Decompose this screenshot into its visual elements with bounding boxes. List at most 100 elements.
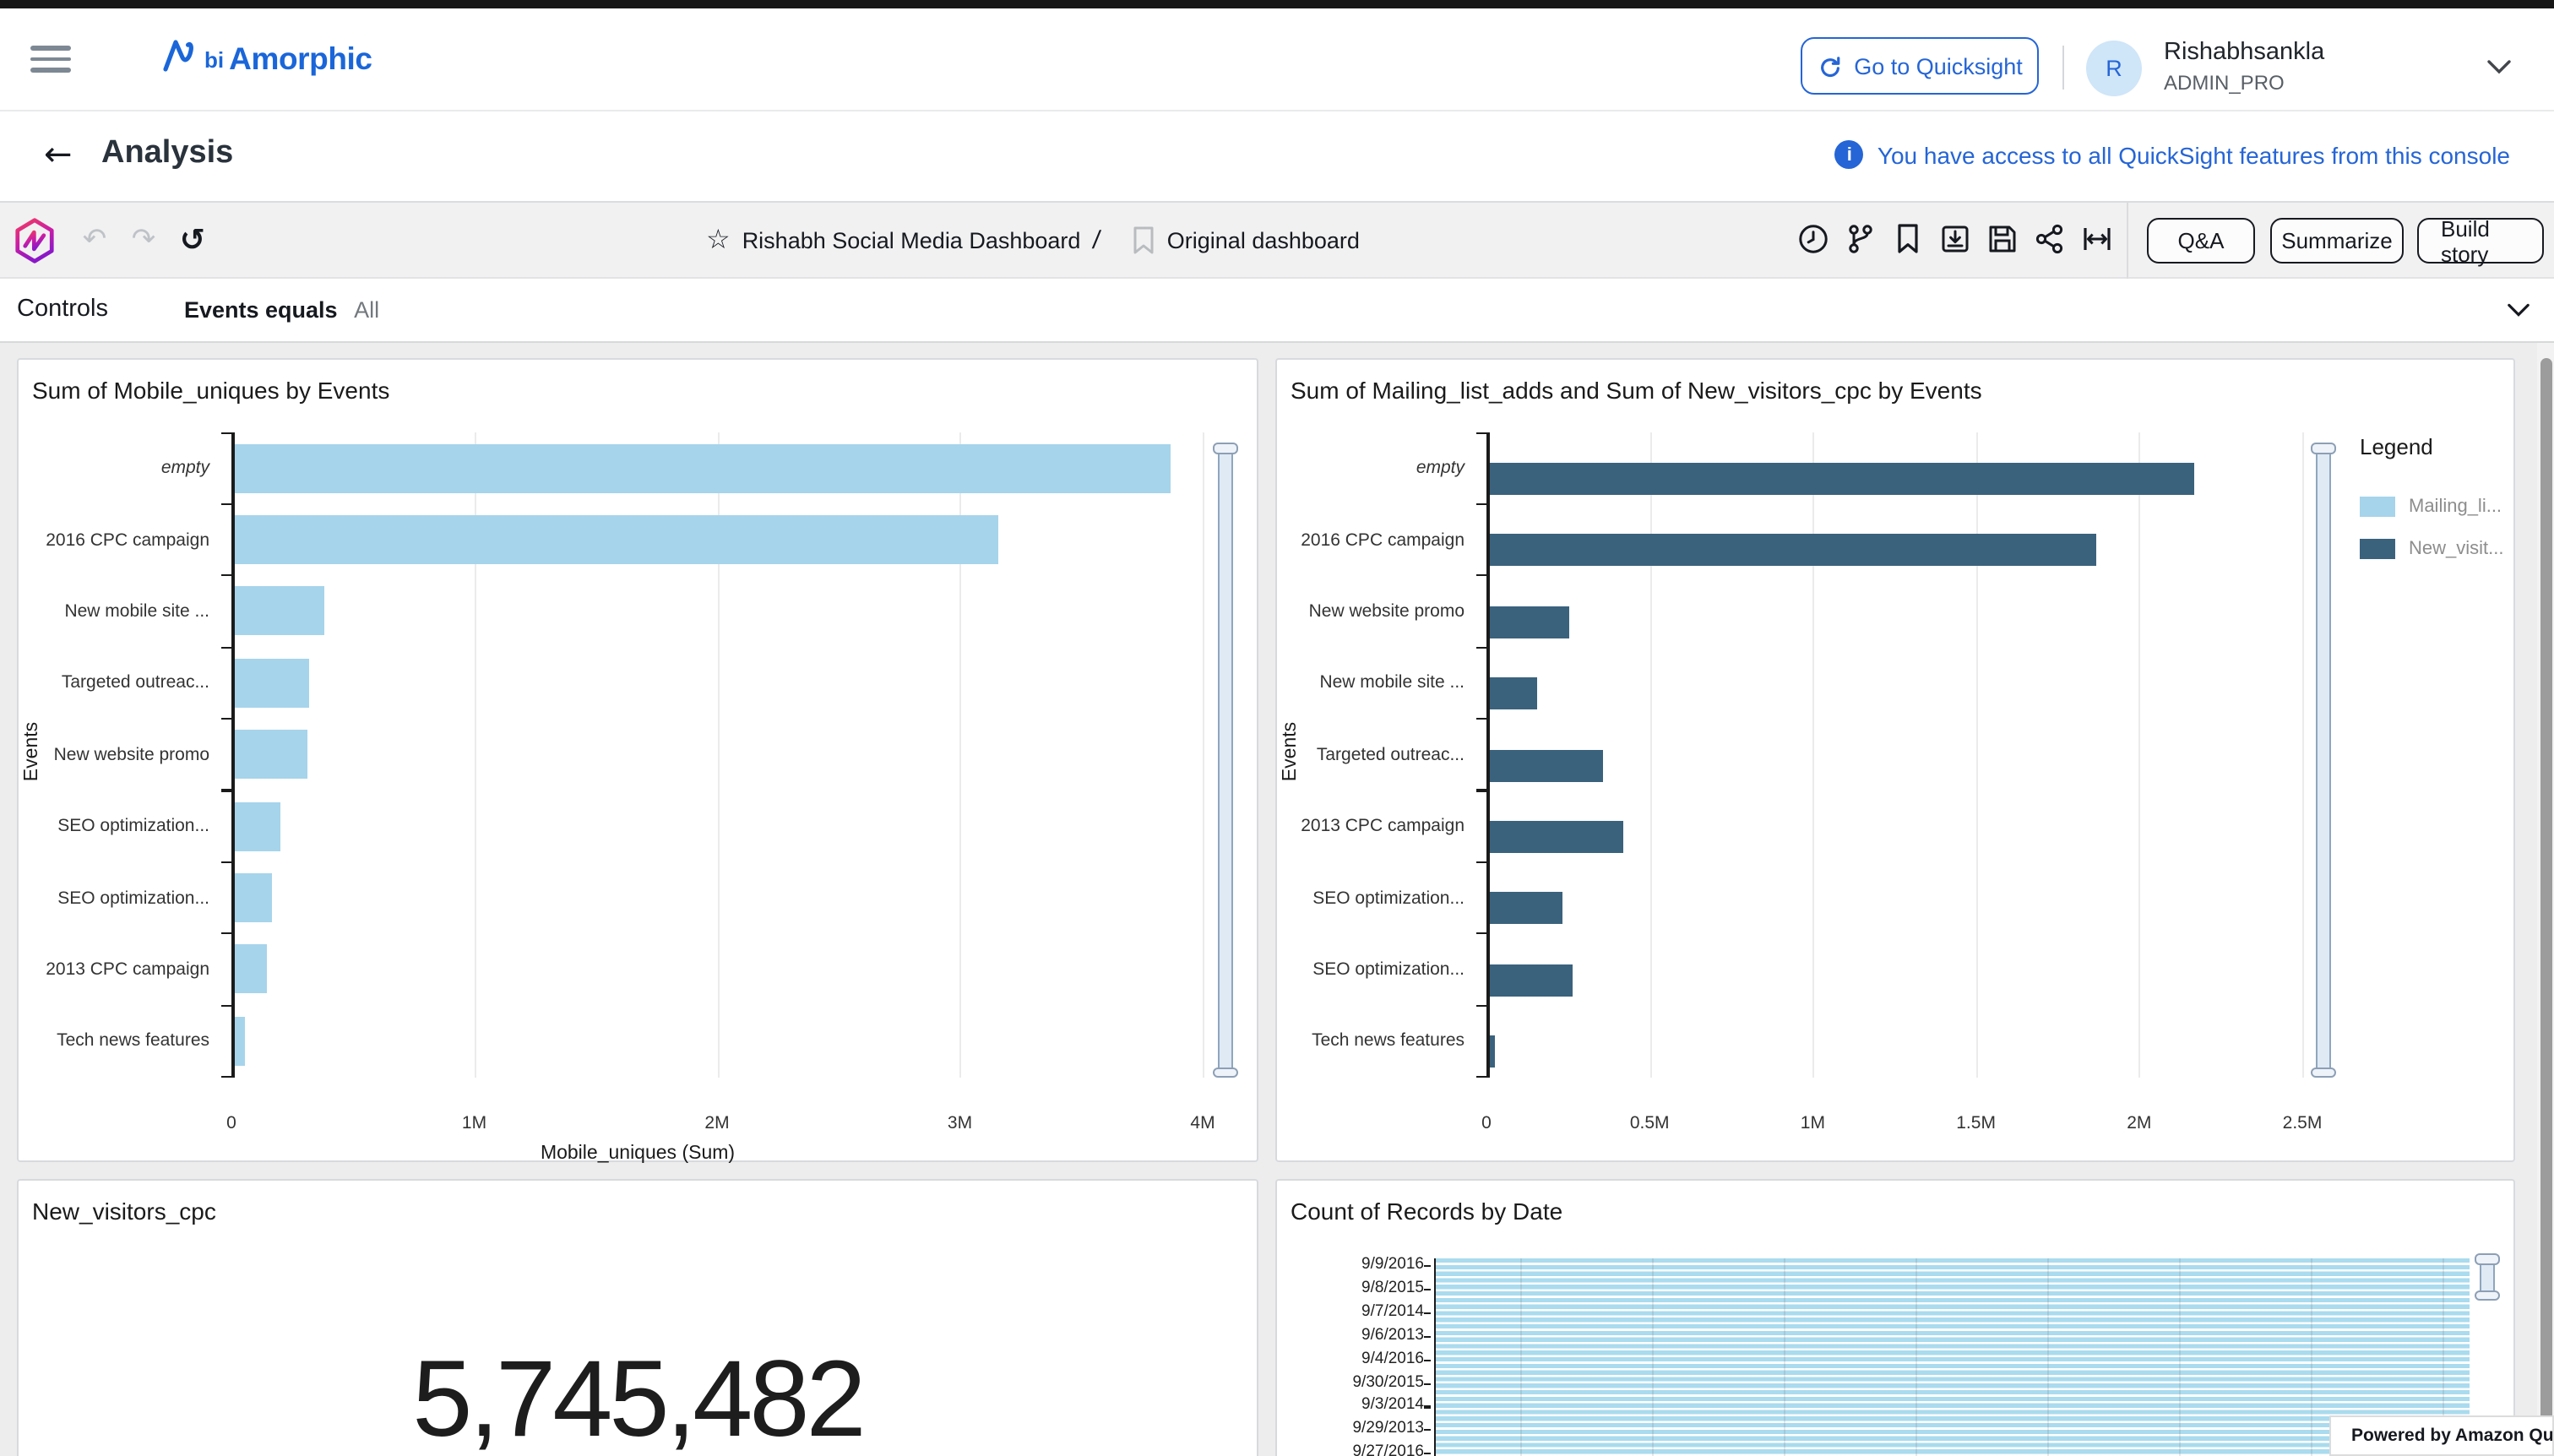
visual-title: Sum of Mailing_list_adds and Sum of New_… bbox=[1291, 377, 1982, 404]
bar[interactable] bbox=[234, 1016, 245, 1066]
x-tick-label: 0 bbox=[1481, 1113, 1492, 1133]
category-label: New mobile site ... bbox=[1319, 672, 1464, 693]
category-label: SEO optimization... bbox=[1312, 888, 1464, 908]
history-icon[interactable] bbox=[1797, 223, 1829, 255]
controls-label: Controls bbox=[17, 296, 108, 323]
build-story-button[interactable]: Build story bbox=[2417, 215, 2544, 266]
date-tick-label: 9/3/2014 bbox=[1361, 1395, 1424, 1415]
powered-by-text: Powered by Amazon Quick bbox=[2351, 1426, 2554, 1446]
chart-legend: Legend Mailing_li... New_visit... bbox=[2360, 434, 2515, 559]
bar-zone bbox=[231, 647, 1215, 719]
y-axis-line bbox=[1486, 432, 1489, 1078]
bar-row: SEO optimization... bbox=[1277, 861, 2331, 934]
undo-icon[interactable]: ↶ bbox=[82, 223, 107, 257]
date-tick-label: 9/6/2013 bbox=[1361, 1325, 1424, 1345]
fit-width-icon[interactable] bbox=[2081, 223, 2113, 255]
gridline bbox=[2138, 432, 2141, 1078]
category-label: Targeted outreac... bbox=[1316, 744, 1464, 765]
page-scrollbar-thumb[interactable] bbox=[2540, 358, 2551, 1432]
gridline bbox=[2179, 1258, 2181, 1456]
legend-swatch bbox=[2360, 497, 2395, 517]
bar[interactable] bbox=[1489, 606, 1569, 638]
tick-mark bbox=[1424, 1359, 1431, 1361]
user-menu-chevron-down-icon[interactable] bbox=[2486, 59, 2512, 74]
events-filter-control[interactable]: Events equals All bbox=[184, 297, 379, 323]
bar[interactable] bbox=[1489, 463, 2194, 495]
bar[interactable] bbox=[1489, 534, 2096, 567]
bar-row: SEO optimization... bbox=[19, 789, 1215, 862]
filter-value: All bbox=[354, 297, 380, 323]
amorphic-logo: bi Amorphic bbox=[160, 32, 372, 78]
bar[interactable] bbox=[1489, 964, 1573, 997]
controls-bar: Controls Events equals All bbox=[0, 279, 2554, 343]
category-label: Tech news features bbox=[57, 1030, 209, 1051]
legend-item[interactable]: New_visit... bbox=[2360, 539, 2515, 559]
bar-zone bbox=[1486, 647, 2331, 719]
date-tick-label: 9/8/2015 bbox=[1361, 1278, 1424, 1297]
avatar[interactable]: R bbox=[2086, 41, 2142, 96]
qa-button[interactable]: Q&A bbox=[2147, 218, 2255, 263]
quicksight-access-notice: i You have access to all QuickSight feat… bbox=[1834, 140, 2510, 169]
bar[interactable] bbox=[234, 515, 999, 565]
bar[interactable] bbox=[234, 658, 310, 708]
powered-by-quicksight-badge: Powered by Amazon Quick bbox=[2329, 1415, 2554, 1456]
gridline bbox=[2443, 1258, 2444, 1456]
page-scrollbar-track bbox=[2537, 343, 2554, 1456]
refresh-launch-icon bbox=[1820, 56, 1839, 76]
bar[interactable] bbox=[234, 730, 307, 780]
gridline bbox=[1649, 432, 1652, 1078]
filter-name: Events equals bbox=[184, 297, 338, 323]
versions-branch-icon[interactable] bbox=[1845, 223, 1877, 255]
chart-zoom-slider[interactable] bbox=[2475, 1253, 2500, 1301]
export-download-icon[interactable] bbox=[1939, 223, 1971, 255]
dense-bars-area[interactable] bbox=[1436, 1258, 2470, 1456]
chart-zoom-slider[interactable] bbox=[1213, 443, 1238, 1078]
back-arrow-icon[interactable]: ← bbox=[44, 133, 73, 174]
header-divider bbox=[2062, 46, 2064, 90]
bar-row: New mobile site ... bbox=[1277, 646, 2331, 719]
tick-mark bbox=[1424, 1383, 1431, 1385]
bar[interactable] bbox=[234, 443, 1171, 493]
hamburger-menu-icon[interactable] bbox=[30, 41, 71, 78]
legend-item[interactable]: Mailing_li... bbox=[2360, 497, 2515, 517]
bar[interactable] bbox=[234, 873, 272, 923]
gridline bbox=[1975, 432, 1978, 1078]
user-role: ADMIN_PRO bbox=[2164, 71, 2285, 95]
bar[interactable] bbox=[234, 586, 324, 636]
bar[interactable] bbox=[234, 801, 280, 851]
bar[interactable] bbox=[1489, 749, 1604, 782]
bar-row: 2016 CPC campaign bbox=[1277, 503, 2331, 576]
x-tick-label: 1.5M bbox=[1956, 1113, 1996, 1133]
tick-mark bbox=[1424, 1429, 1431, 1432]
gridline bbox=[1520, 1258, 1522, 1456]
share-icon[interactable] bbox=[2034, 223, 2066, 255]
category-label: New website promo bbox=[1308, 600, 1464, 622]
bar[interactable] bbox=[1489, 892, 1562, 925]
favorite-star-icon[interactable]: ☆ bbox=[706, 223, 731, 255]
bar-row: 2013 CPC campaign bbox=[19, 932, 1215, 1005]
redo-icon[interactable]: ↷ bbox=[131, 223, 156, 257]
dashboard-name: Rishabh Social Media Dashboard bbox=[742, 227, 1081, 253]
notice-text: You have access to all QuickSight featur… bbox=[1877, 141, 2510, 168]
bar[interactable] bbox=[234, 944, 267, 994]
bar-row: 2016 CPC campaign bbox=[19, 503, 1215, 576]
chart-zoom-slider[interactable] bbox=[2311, 443, 2336, 1078]
quicksight-logo-icon bbox=[12, 218, 57, 263]
save-icon[interactable] bbox=[1986, 223, 2019, 255]
bar[interactable] bbox=[1489, 677, 1538, 710]
edit-pencil-icon[interactable]: / bbox=[1090, 225, 1102, 254]
bar[interactable] bbox=[1489, 1035, 1496, 1068]
bookmark-icon[interactable] bbox=[1892, 223, 1924, 255]
bar-row: New website promo bbox=[1277, 574, 2331, 648]
go-to-quicksight-button[interactable]: Go to Quicksight bbox=[1801, 37, 2039, 95]
reset-icon[interactable]: ↺ bbox=[179, 222, 206, 258]
x-axis-title: Mobile_uniques (Sum) bbox=[540, 1144, 736, 1164]
summarize-button[interactable]: Summarize bbox=[2270, 218, 2404, 263]
tick-mark bbox=[1424, 1265, 1431, 1268]
bar[interactable] bbox=[1489, 820, 1623, 853]
controls-collapse-chevron-icon[interactable] bbox=[2507, 302, 2530, 318]
bar-zone bbox=[1486, 790, 2331, 862]
visual-title: Count of Records by Date bbox=[1291, 1198, 1563, 1225]
date-tick-label: 9/4/2016 bbox=[1361, 1349, 1424, 1368]
bar-zone bbox=[1486, 504, 2331, 576]
